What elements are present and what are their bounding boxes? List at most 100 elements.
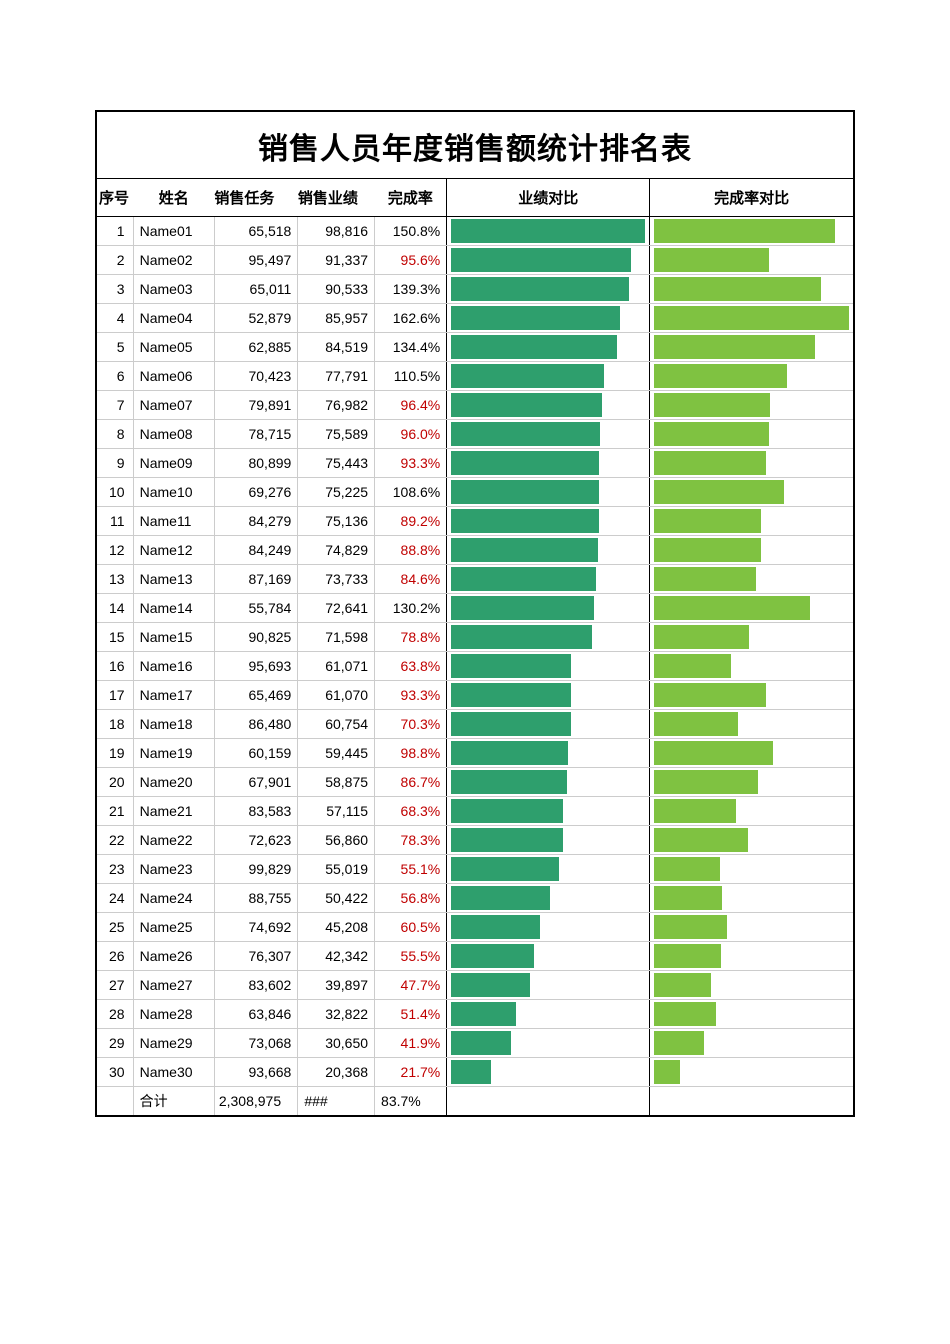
cell-perf: 20,368: [298, 1058, 375, 1087]
cell-perf: 90,533: [298, 275, 375, 304]
cell-seq: 17: [97, 681, 133, 710]
cell-bar-rate: [650, 391, 853, 420]
table-body: 1Name0165,51898,816150.8%2Name0295,49791…: [97, 217, 853, 1117]
cell-rate: 78.3%: [375, 826, 447, 855]
cell-name: Name30: [133, 1058, 214, 1087]
rate-bar: [654, 248, 768, 272]
cell-name: Name18: [133, 710, 214, 739]
cell-perf: 32,822: [298, 1000, 375, 1029]
perf-bar: [451, 335, 617, 359]
cell-bar-rate: [650, 623, 853, 652]
table-row: 21Name2183,58357,11568.3%: [97, 797, 853, 826]
cell-bar-rate: [650, 565, 853, 594]
perf-bar: [451, 886, 550, 910]
rate-bar: [654, 857, 720, 881]
header-name: 姓名: [133, 179, 214, 217]
table-row: 28Name2863,84632,82251.4%: [97, 1000, 853, 1029]
rate-bar: [654, 538, 760, 562]
cell-perf: 85,957: [298, 304, 375, 333]
cell-task: 72,623: [214, 826, 297, 855]
cell-bar-perf: [447, 739, 650, 768]
cell-task: 60,159: [214, 739, 297, 768]
cell-bar-rate: [650, 449, 853, 478]
rate-bar: [654, 886, 722, 910]
table-row: 18Name1886,48060,75470.3%: [97, 710, 853, 739]
cell-perf: 75,589: [298, 420, 375, 449]
cell-bar-rate: [650, 1058, 853, 1087]
report-title: 销售人员年度销售额统计排名表: [97, 112, 853, 179]
cell-perf: 60,754: [298, 710, 375, 739]
cell-name: Name27: [133, 971, 214, 1000]
cell-rate: 51.4%: [375, 1000, 447, 1029]
cell-seq: 13: [97, 565, 133, 594]
perf-bar: [451, 219, 645, 243]
cell-bar-perf: [447, 391, 650, 420]
cell-name: Name29: [133, 1029, 214, 1058]
cell-bar-perf: [447, 565, 650, 594]
cell-rate: 89.2%: [375, 507, 447, 536]
cell-seq: 19: [97, 739, 133, 768]
cell-seq: 25: [97, 913, 133, 942]
perf-bar: [451, 944, 534, 968]
cell-rate: 21.7%: [375, 1058, 447, 1087]
cell-name: Name03: [133, 275, 214, 304]
cell-bar-rate: [650, 971, 853, 1000]
cell-seq: 18: [97, 710, 133, 739]
cell-perf: 50,422: [298, 884, 375, 913]
table-row: 30Name3093,66820,36821.7%: [97, 1058, 853, 1087]
cell-rate: 162.6%: [375, 304, 447, 333]
cell-rate: 68.3%: [375, 797, 447, 826]
perf-bar: [451, 1060, 491, 1084]
cell-bar-rate: [650, 739, 853, 768]
cell-name: Name01: [133, 217, 214, 246]
cell-task: 73,068: [214, 1029, 297, 1058]
table-row: 11Name1184,27975,13689.2%: [97, 507, 853, 536]
table-row: 26Name2676,30742,34255.5%: [97, 942, 853, 971]
rate-bar: [654, 799, 736, 823]
cell-rate: 70.3%: [375, 710, 447, 739]
cell-task: 80,899: [214, 449, 297, 478]
cell-bar-rate: [650, 710, 853, 739]
cell-seq: 8: [97, 420, 133, 449]
perf-bar: [451, 422, 599, 446]
cell-rate: 96.0%: [375, 420, 447, 449]
rate-bar: [654, 712, 738, 736]
rate-bar: [654, 480, 784, 504]
cell-name: Name17: [133, 681, 214, 710]
rate-bar: [654, 741, 772, 765]
cell-task: 84,249: [214, 536, 297, 565]
cell-perf: 57,115: [298, 797, 375, 826]
perf-bar: [451, 596, 594, 620]
cell-perf: 56,860: [298, 826, 375, 855]
table-row: 27Name2783,60239,89747.7%: [97, 971, 853, 1000]
perf-bar: [451, 248, 630, 272]
cell-seq: 20: [97, 768, 133, 797]
table-row: 19Name1960,15959,44598.8%: [97, 739, 853, 768]
cell-task: 86,480: [214, 710, 297, 739]
table-row: 10Name1069,27675,225108.6%: [97, 478, 853, 507]
cell-bar-rate: [650, 594, 853, 623]
cell-bar-perf: [447, 1029, 650, 1058]
cell-bar-perf: [447, 942, 650, 971]
cell-rate: 78.8%: [375, 623, 447, 652]
cell-perf: 39,897: [298, 971, 375, 1000]
cell-task: 99,829: [214, 855, 297, 884]
cell-seq: 11: [97, 507, 133, 536]
perf-bar: [451, 973, 529, 997]
cell-bar-perf: [447, 217, 650, 246]
cell-bar-perf: [447, 536, 650, 565]
perf-bar: [451, 799, 563, 823]
cell-seq: 2: [97, 246, 133, 275]
cell-task: 83,583: [214, 797, 297, 826]
cell-bar-rate: [650, 478, 853, 507]
cell-perf: 84,519: [298, 333, 375, 362]
cell-bar-perf: [447, 855, 650, 884]
cell-bar-rate: [650, 217, 853, 246]
cell-name: Name06: [133, 362, 214, 391]
perf-bar: [451, 654, 571, 678]
cell-name: Name28: [133, 1000, 214, 1029]
cell-name: Name19: [133, 739, 214, 768]
cell-seq: 24: [97, 884, 133, 913]
header-bar2: 完成率对比: [650, 179, 853, 217]
cell-name: Name02: [133, 246, 214, 275]
